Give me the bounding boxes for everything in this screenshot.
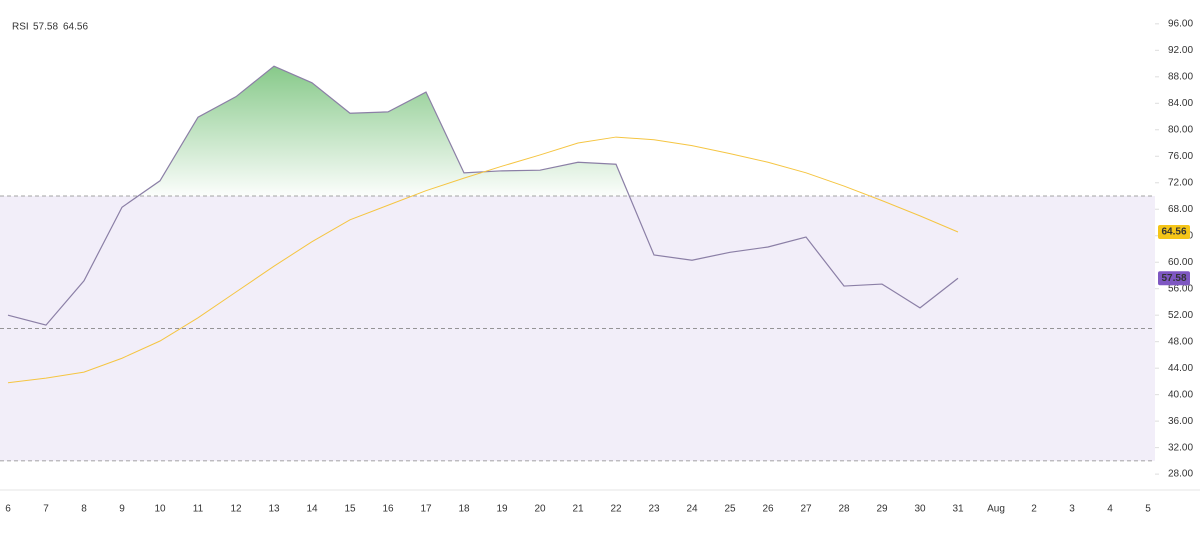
price-label: 64.56 — [1161, 227, 1186, 238]
x-tick-label: Aug — [987, 504, 1005, 515]
y-tick-label: 68.00 — [1168, 204, 1193, 215]
x-tick-label: 8 — [81, 504, 87, 515]
y-tick-label: 56.00 — [1168, 283, 1193, 294]
y-tick-label: 60.00 — [1168, 257, 1193, 268]
x-tick-label: 23 — [648, 504, 660, 515]
y-tick-label: 52.00 — [1168, 310, 1193, 321]
x-tick-label: 27 — [800, 504, 812, 515]
x-tick-label: 19 — [496, 504, 508, 515]
x-tick-label: 24 — [686, 504, 698, 515]
y-tick-label: 40.00 — [1168, 389, 1193, 400]
x-tick-label: 10 — [154, 504, 166, 515]
x-tick-label: 14 — [306, 504, 318, 515]
y-tick-label: 72.00 — [1168, 177, 1193, 188]
overbought-fill — [8, 66, 958, 196]
x-tick-label: 2 — [1031, 504, 1037, 515]
price-label-box — [1158, 225, 1190, 240]
x-tick-label: 6 — [5, 504, 11, 515]
y-tick-label: 44.00 — [1168, 363, 1193, 374]
x-tick-label: 25 — [724, 504, 736, 515]
x-tick-label: 18 — [458, 504, 470, 515]
y-tick-label: 84.00 — [1168, 98, 1193, 109]
y-tick-label: 76.00 — [1168, 151, 1193, 162]
y-tick-label: 48.00 — [1168, 336, 1193, 347]
y-tick-label: 96.00 — [1168, 18, 1193, 29]
legend-title: RSI — [12, 22, 29, 33]
y-tick-label: 80.00 — [1168, 124, 1193, 135]
x-tick-label: 4 — [1107, 504, 1113, 515]
x-tick-label: 15 — [344, 504, 356, 515]
legend-value: 64.56 — [63, 22, 88, 33]
x-tick-label: 21 — [572, 504, 584, 515]
x-tick-label: 9 — [119, 504, 125, 515]
x-tick-label: 5 — [1145, 504, 1151, 515]
y-tick-label: 36.00 — [1168, 416, 1193, 427]
y-tick-label: 88.00 — [1168, 71, 1193, 82]
y-tick-label: 92.00 — [1168, 45, 1193, 56]
legend-value: 57.58 — [33, 22, 58, 33]
price-label: 57.58 — [1161, 273, 1186, 284]
x-tick-label: 22 — [610, 504, 622, 515]
y-tick-label: 32.00 — [1168, 442, 1193, 453]
x-tick-label: 28 — [838, 504, 850, 515]
x-tick-label: 26 — [762, 504, 774, 515]
price-label-box — [1158, 271, 1190, 286]
x-tick-label: 12 — [230, 504, 242, 515]
x-tick-label: 30 — [914, 504, 926, 515]
x-tick-label: 16 — [382, 504, 394, 515]
x-tick-label: 29 — [876, 504, 888, 515]
x-tick-label: 17 — [420, 504, 432, 515]
x-tick-label: 7 — [43, 504, 49, 515]
x-tick-label: 31 — [952, 504, 964, 515]
ma-line — [7, 136, 959, 384]
x-tick-label: 3 — [1069, 504, 1075, 515]
x-tick-label: 13 — [268, 504, 280, 515]
y-tick-label: 28.00 — [1168, 469, 1193, 480]
x-tick-label: 20 — [534, 504, 546, 515]
x-tick-label: 11 — [193, 504, 204, 515]
